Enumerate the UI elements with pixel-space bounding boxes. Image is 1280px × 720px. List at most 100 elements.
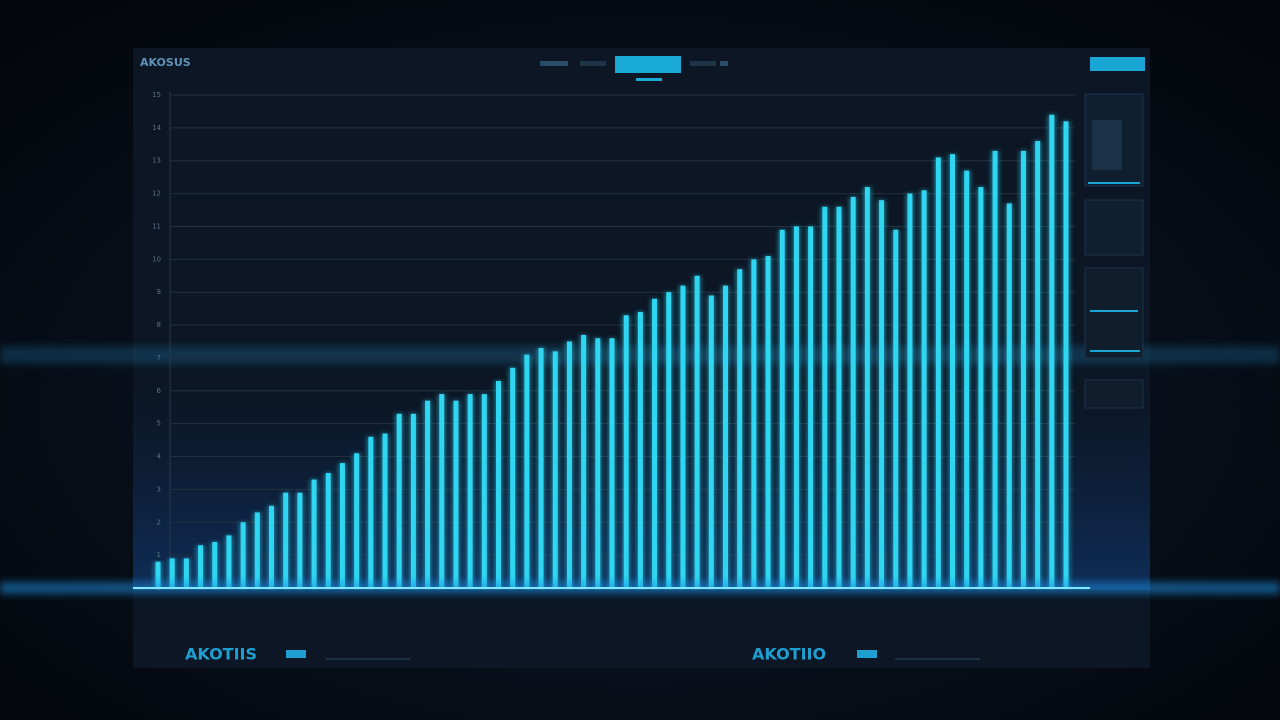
side-panel: [1084, 93, 1144, 409]
widget: [1084, 267, 1144, 359]
plot-area: 0123456789101112131415: [152, 91, 1075, 592]
tab[interactable]: [690, 61, 716, 66]
bar: [510, 367, 516, 588]
bar: [893, 229, 899, 588]
tab[interactable]: [580, 61, 606, 66]
widget: [1084, 379, 1144, 409]
bar: [822, 206, 828, 588]
bar: [354, 453, 360, 588]
bar: [566, 341, 572, 588]
bar: [680, 285, 686, 588]
bar: [183, 558, 189, 588]
bar: [879, 200, 885, 588]
bar: [708, 295, 714, 588]
bar: [1020, 150, 1026, 588]
bar: [637, 311, 643, 588]
tab[interactable]: [720, 61, 728, 66]
bar: [666, 292, 672, 588]
bar: [240, 522, 246, 588]
bar: [155, 561, 161, 588]
bar: [297, 492, 303, 588]
widget-block: [1092, 120, 1122, 170]
bar: [808, 226, 814, 588]
y-tick-label: 14: [152, 124, 161, 132]
bar: [921, 190, 927, 588]
bar: [595, 338, 601, 588]
bar: [723, 285, 728, 588]
active-tab[interactable]: [615, 56, 681, 73]
bar: [907, 193, 913, 588]
bar: [793, 226, 799, 588]
bar: [524, 354, 530, 588]
bar: [623, 315, 629, 588]
y-tick-label: 1: [157, 551, 161, 559]
bar: [978, 187, 984, 588]
bar: [325, 472, 331, 588]
y-tick-label: 5: [157, 420, 161, 428]
action-button[interactable]: [1090, 57, 1145, 71]
bar: [1006, 203, 1012, 588]
bar: [169, 558, 175, 588]
widget: [1084, 199, 1144, 256]
y-tick-label: 4: [157, 453, 162, 461]
y-tick-label: 3: [157, 485, 161, 493]
bar: [765, 256, 771, 588]
bar: [836, 206, 842, 588]
bar: [1035, 141, 1041, 588]
widget-bar: [1090, 310, 1138, 312]
bar: [935, 157, 941, 589]
bar: [481, 394, 487, 588]
bar: [496, 380, 501, 588]
bar: [269, 505, 274, 588]
widget-bar: [1090, 350, 1140, 352]
bar: [311, 479, 317, 588]
bar: [552, 351, 558, 588]
tab[interactable]: [540, 61, 568, 66]
bar: [850, 196, 856, 589]
bar: [467, 394, 473, 588]
y-tick-label: 7: [157, 354, 161, 362]
bar: [694, 275, 700, 588]
y-tick-label: 9: [157, 288, 161, 296]
dashboard-title: AKOSUS: [140, 56, 191, 69]
y-tick-label: 11: [152, 222, 161, 230]
bar: [1049, 114, 1055, 588]
footer-label: AKOTIIS: [185, 645, 257, 664]
y-tick-label: 10: [152, 255, 161, 263]
footer-label: AKOTIIO: [752, 645, 826, 664]
y-tick-label: 15: [152, 91, 161, 99]
footer-icon: [857, 650, 877, 658]
bar: [212, 541, 218, 588]
bar: [226, 535, 232, 588]
bar: [964, 170, 970, 589]
bar: [254, 512, 260, 588]
bar: [396, 413, 402, 588]
bar: [283, 492, 289, 588]
bar: [737, 269, 743, 588]
bar: [382, 433, 388, 588]
bar: [581, 334, 587, 588]
bar: [751, 259, 757, 588]
bar: [1063, 121, 1069, 588]
y-tick-label: 13: [152, 157, 161, 165]
bar: [864, 187, 870, 588]
bar: [992, 150, 998, 588]
bar: [779, 229, 785, 588]
y-tick-label: 8: [157, 321, 161, 329]
bar: [652, 298, 658, 588]
y-tick-label: 6: [157, 387, 162, 395]
bar: [950, 154, 955, 588]
y-tick-label: 2: [157, 518, 161, 526]
bar: [368, 436, 374, 588]
bar: [410, 413, 416, 588]
bar: [439, 394, 445, 588]
bar: [609, 338, 615, 588]
tab-indicator: [636, 78, 662, 81]
bar: [425, 400, 431, 588]
bar: [339, 463, 345, 588]
bar: [198, 545, 204, 588]
bar: [538, 348, 544, 588]
y-tick-label: 12: [152, 190, 161, 198]
